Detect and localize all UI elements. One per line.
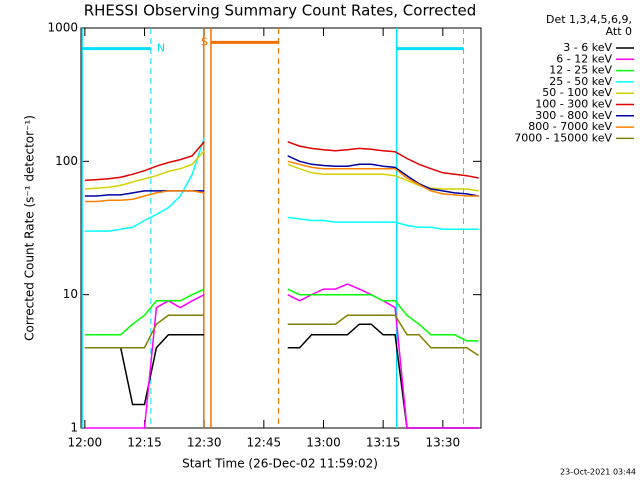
x-tick-label: 13:00 (306, 436, 341, 450)
chart-title: RHESSI Observing Summary Count Rates, Co… (84, 2, 477, 20)
series-line (84, 150, 479, 192)
legend-label: 12 - 25 keV (549, 64, 612, 77)
interval-label: N (157, 42, 165, 55)
legend-label: 6 - 12 keV (556, 52, 612, 65)
y-tick-label: 10 (63, 287, 78, 301)
x-tick-label: 12:30 (187, 436, 222, 450)
legend-label: 300 - 800 keV (535, 109, 612, 122)
series-line (84, 323, 479, 429)
y-tick-label: 1 (70, 421, 78, 435)
y-tick-label: 100 (55, 154, 78, 168)
series-line (84, 137, 479, 232)
x-axis-label: Start Time (26-Dec-02 11:59:02) (182, 457, 378, 471)
legend-label: 3 - 6 keV (563, 41, 612, 54)
legend-label: 25 - 50 keV (549, 75, 612, 88)
x-tick-label: 12:15 (127, 436, 162, 450)
legend-label: 100 - 300 keV (535, 98, 612, 111)
plot-frame (80, 27, 482, 429)
series-line (84, 283, 479, 429)
series-line (84, 141, 479, 182)
legend-label: 7000 - 15000 keV (514, 131, 612, 144)
series-line (84, 314, 480, 357)
y-axis-label: Corrected Count Rate (s⁻¹ detector⁻¹) (23, 115, 37, 341)
series-line (84, 288, 479, 342)
legend-label: 800 - 7000 keV (528, 120, 612, 133)
x-tick-label: 12:45 (247, 436, 282, 450)
x-tick-label: 13:30 (426, 436, 461, 450)
legend-label: 50 - 100 keV (542, 86, 612, 99)
x-tick-label: 13:15 (366, 436, 401, 450)
series-line (84, 160, 479, 203)
y-tick-label: 1000 (47, 21, 78, 35)
legend-header: Det 1,3,4,5,6,9, (546, 13, 632, 26)
timestamp: 23-Oct-2021 03:44 (560, 468, 636, 477)
x-tick-label: 12:00 (68, 436, 103, 450)
series-line (84, 155, 479, 197)
legend-header: Att 0 (606, 25, 632, 38)
